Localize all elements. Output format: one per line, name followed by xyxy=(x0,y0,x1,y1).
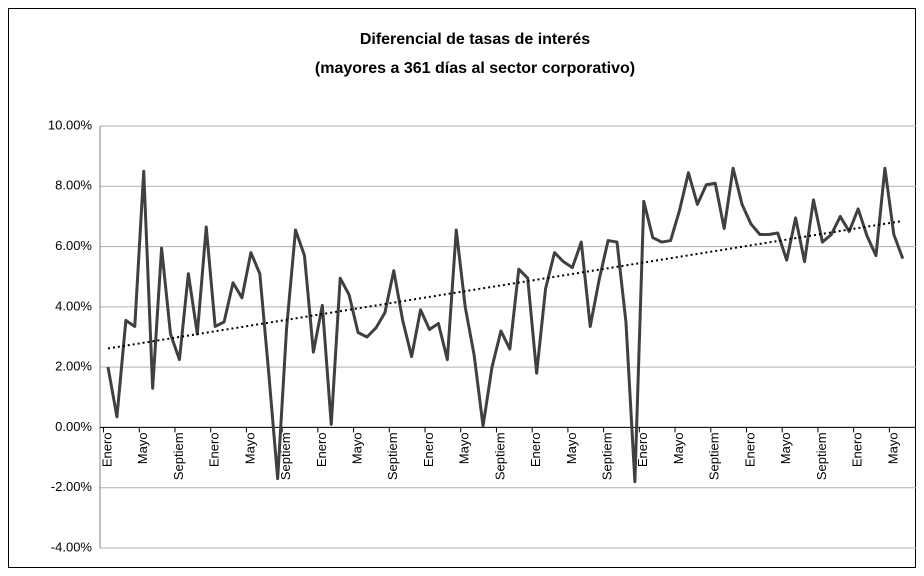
y-tick-label: 8.00% xyxy=(55,178,92,193)
x-tick-label: Mayo xyxy=(778,432,793,464)
x-tick-label: Enero xyxy=(635,432,650,467)
y-tick-label: -2.00% xyxy=(51,479,93,494)
x-tick-label: Enero xyxy=(207,432,222,467)
x-tick-label: Septiem xyxy=(278,432,293,480)
x-tick-label: Mayo xyxy=(457,432,472,464)
x-tick-label: Mayo xyxy=(885,432,900,464)
x-tick-label: Septiem xyxy=(707,432,722,480)
data-line xyxy=(106,166,905,484)
x-tick-label: Septiem xyxy=(171,432,186,480)
y-tick-label: 10.00% xyxy=(48,117,93,132)
y-tick-label: 2.00% xyxy=(55,359,92,374)
chart-title: Diferencial de tasas de interés xyxy=(360,31,590,48)
x-tick-label: Enero xyxy=(850,432,865,467)
x-tick-label: Mayo xyxy=(671,432,686,464)
x-tick-label: Mayo xyxy=(135,432,150,464)
y-tick-label: -4.00% xyxy=(51,539,93,554)
x-tick-label: Enero xyxy=(99,432,114,467)
chart-subtitle: (mayores a 361 días al sector corporativ… xyxy=(315,60,635,77)
x-tick-label: Enero xyxy=(314,432,329,467)
x-tick-label: Septiem xyxy=(385,432,400,480)
x-tick-label: Mayo xyxy=(242,432,257,464)
x-tick-label: Enero xyxy=(421,432,436,467)
x-tick-label: Septiem xyxy=(814,432,829,480)
x-tick-label: Mayo xyxy=(349,432,364,464)
y-tick-label: 6.00% xyxy=(55,238,92,253)
x-tick-label: Mayo xyxy=(564,432,579,464)
x-tick-label: Enero xyxy=(528,432,543,467)
y-tick-label: 0.00% xyxy=(55,419,92,434)
x-tick-label: Enero xyxy=(742,432,757,467)
trend-line xyxy=(107,219,903,350)
x-tick-label: Septiem xyxy=(492,432,507,480)
x-tick-label: Septiem xyxy=(600,432,615,480)
y-tick-label: 4.00% xyxy=(55,298,92,313)
